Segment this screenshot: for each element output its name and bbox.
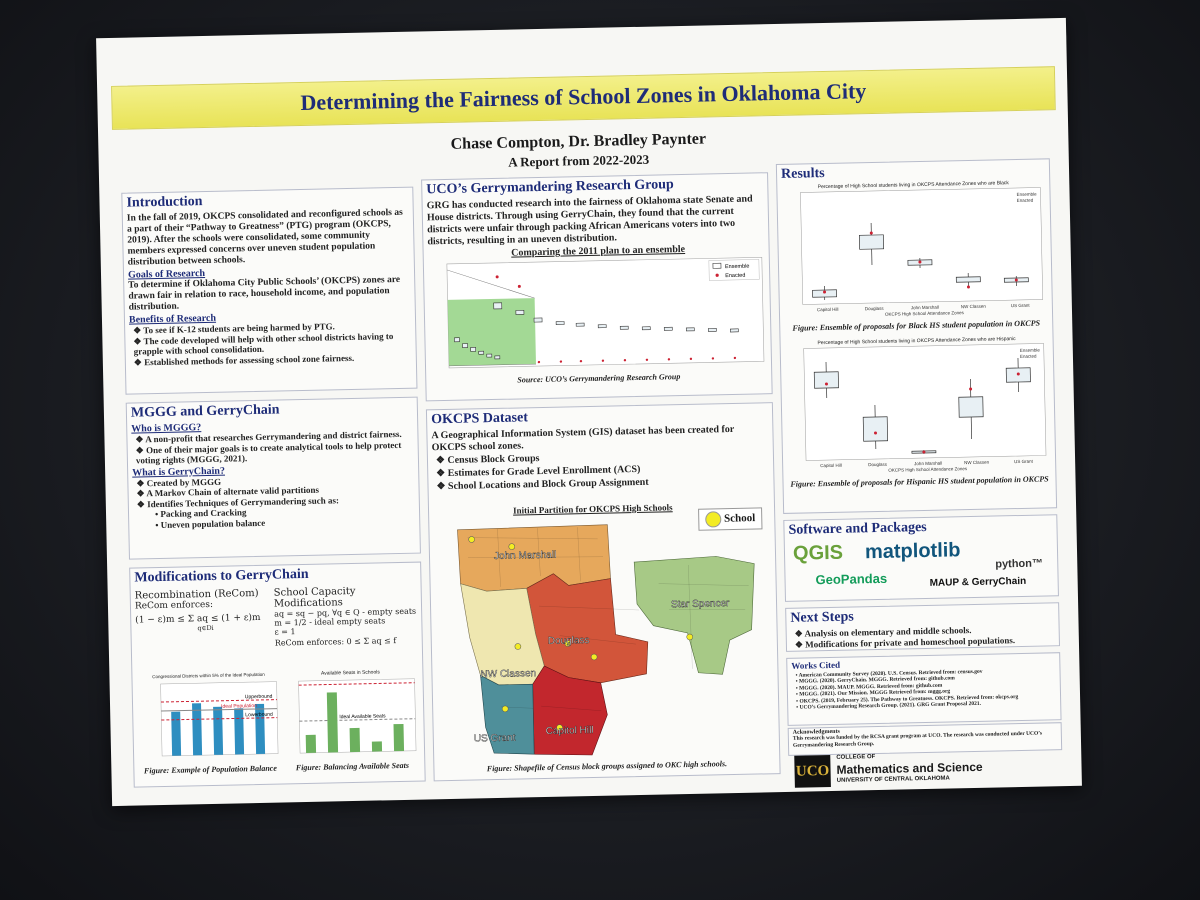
upperbound-label: Upperbound xyxy=(245,694,273,701)
population-chart-title: Congressional Districts within 5% of the… xyxy=(152,671,265,680)
ideal-seats-label: Ideal Available Seats xyxy=(339,713,386,720)
seats-bar xyxy=(326,692,339,753)
population-bar xyxy=(171,711,182,756)
population-bar xyxy=(255,703,266,755)
school-marker xyxy=(556,724,563,731)
title-banner: Determining the Fairness of School Zones… xyxy=(111,66,1056,130)
seats-bar xyxy=(305,734,317,753)
category-label: NW Classen xyxy=(964,460,990,466)
results-panel: Results Percentage of High School studen… xyxy=(775,158,1058,514)
poster-title: Determining the Fairness of School Zones… xyxy=(300,78,867,115)
software-heading: Software and Packages xyxy=(788,519,927,538)
school-marker xyxy=(508,543,516,550)
zone-label-john-marshall: John Marshall xyxy=(494,550,556,562)
uco-mark: UCO xyxy=(794,755,831,788)
zone-capitol-hill xyxy=(532,665,608,756)
population-balance-chart: Upperbound Ideal Population Lowerbound xyxy=(160,681,279,757)
matplotlib-logo: matplotlib xyxy=(864,539,961,564)
school-marker xyxy=(590,653,598,661)
zone-star-spencer xyxy=(633,556,755,675)
zone-label-star-spencer: Star Spencer xyxy=(671,598,730,610)
modifications-heading: Modifications to GerryChain xyxy=(134,566,309,586)
grg-panel: UCO’s Gerrymandering Research Group GRG … xyxy=(421,172,773,402)
grg-ensemble-chart: Ensemble Enacted xyxy=(446,257,765,369)
zone-label-capitol-hill: Capitol Hill xyxy=(546,725,594,737)
school-marker xyxy=(686,633,693,641)
okcps-zone-map: John Marshall Star Spencer Douglass NW C… xyxy=(457,524,755,756)
goals-body: To determine if Oklahoma City Public Sch… xyxy=(128,274,401,313)
category-label: Douglass xyxy=(865,306,885,311)
uco-college-logo: UCO COLLEGE OF Mathematics and Science U… xyxy=(794,750,1055,789)
research-poster: Determining the Fairness of School Zones… xyxy=(96,17,1082,807)
population-bar xyxy=(192,703,203,756)
maup-gerrychain-logo: MAUP & GerryChain xyxy=(929,575,1027,589)
python-logo: python™ xyxy=(995,557,1044,571)
dataset-panel: OKCPS Dataset A Geographical Information… xyxy=(425,402,781,782)
black-population-chart: Capitol Hill Douglass John Marshall NW C… xyxy=(800,187,1043,317)
grg-source: Source: UCO’s Gerrymandering Research Gr… xyxy=(517,372,681,385)
lowerbound-label: Lowerbound xyxy=(245,712,273,719)
population-bar xyxy=(213,706,224,755)
grg-legend-ensemble: Ensemble xyxy=(725,264,750,271)
recom-enforces: ReCom enforces: xyxy=(134,599,214,612)
zone-us-grant xyxy=(480,674,535,755)
grg-legend-enacted: Enacted xyxy=(725,273,745,279)
capacity-title: School Capacity Modifications xyxy=(273,585,356,610)
seats-bar xyxy=(393,723,405,752)
category-label: Capitol Hill xyxy=(817,307,839,312)
recom-formula-sub: q∈Di xyxy=(197,623,214,633)
category-label: John Marshall xyxy=(914,461,942,467)
legend-enacted: Enacted xyxy=(1017,198,1034,203)
school-marker xyxy=(468,536,475,543)
category-label: US Grant xyxy=(1014,459,1034,464)
seats-chart-caption: Figure: Balancing Available Seats xyxy=(295,760,410,773)
category-label: Capitol Hill xyxy=(820,463,842,468)
population-chart-caption: Figure: Example of Population Balance xyxy=(143,763,277,776)
software-panel: Software and Packages QGIS matplotlib py… xyxy=(783,514,1059,602)
category-label: John Marshall xyxy=(911,305,939,311)
mggg-panel: MGGG and GerryChain Who is MGGG? ❖ A non… xyxy=(125,396,421,560)
zone-label-douglass: Douglass xyxy=(548,635,590,647)
school-marker xyxy=(501,705,509,713)
legend-ensemble: Ensemble xyxy=(1020,348,1041,353)
modifications-panel: Modifications to GerryChain Recombinatio… xyxy=(129,561,426,788)
hispanic-population-chart: Capitol Hill Douglass John Marshall NW C… xyxy=(803,343,1047,473)
college-line-2: Mathematics and Science xyxy=(836,759,983,777)
grg-body: GRG has conducted research into the fair… xyxy=(426,193,753,248)
legend-enacted: Enacted xyxy=(1020,354,1037,359)
zone-label-nw-classen: NW Classen xyxy=(480,668,536,680)
college-line-3: UNIVERSITY OF CENTRAL OKLAHOMA xyxy=(836,775,950,784)
geopandas-logo: GeoPandas xyxy=(815,570,888,588)
next-steps-panel: Next Steps ❖ Analysis on elementary and … xyxy=(785,602,1061,652)
zone-label-us-grant: US Grant xyxy=(474,733,516,745)
x-axis-label: OKCPS High School Attendance Zones xyxy=(888,466,968,473)
population-bar xyxy=(234,708,245,755)
category-label: Douglass xyxy=(868,462,888,467)
report-year: A Report from 2022-2023 xyxy=(508,151,650,170)
black-chart-caption: Figure: Ensemble of proposals for Black … xyxy=(792,318,1041,333)
school-marker xyxy=(514,643,522,650)
works-cited-panel: Works Cited • American Community Survey … xyxy=(786,652,1062,726)
legend-ensemble: Ensemble xyxy=(1016,192,1037,197)
x-axis-label: OKCPS High School Attendance Zones xyxy=(885,310,965,317)
seats-bar xyxy=(371,741,383,752)
school-marker xyxy=(564,640,572,647)
available-seats-chart: Ideal Available Seats xyxy=(298,678,417,754)
college-line-1: COLLEGE OF xyxy=(836,754,876,761)
category-label: US Grant xyxy=(1011,303,1031,308)
introduction-body: In the fall of 2019, OKCPS consolidated … xyxy=(126,207,403,268)
seats-bar xyxy=(349,727,361,753)
qgis-logo: QGIS xyxy=(792,541,844,565)
capacity-enforces: ReCom enforces: 0 ≤ Σ aq ≤ f xyxy=(274,636,397,648)
hispanic-chart-caption: Figure: Ensemble of proposals for Hispan… xyxy=(790,474,1049,489)
introduction-panel: Introduction In the fall of 2019, OKCPS … xyxy=(121,186,418,395)
category-label: NW Classen xyxy=(961,304,987,310)
ideal-population-label: Ideal Population xyxy=(221,703,257,710)
